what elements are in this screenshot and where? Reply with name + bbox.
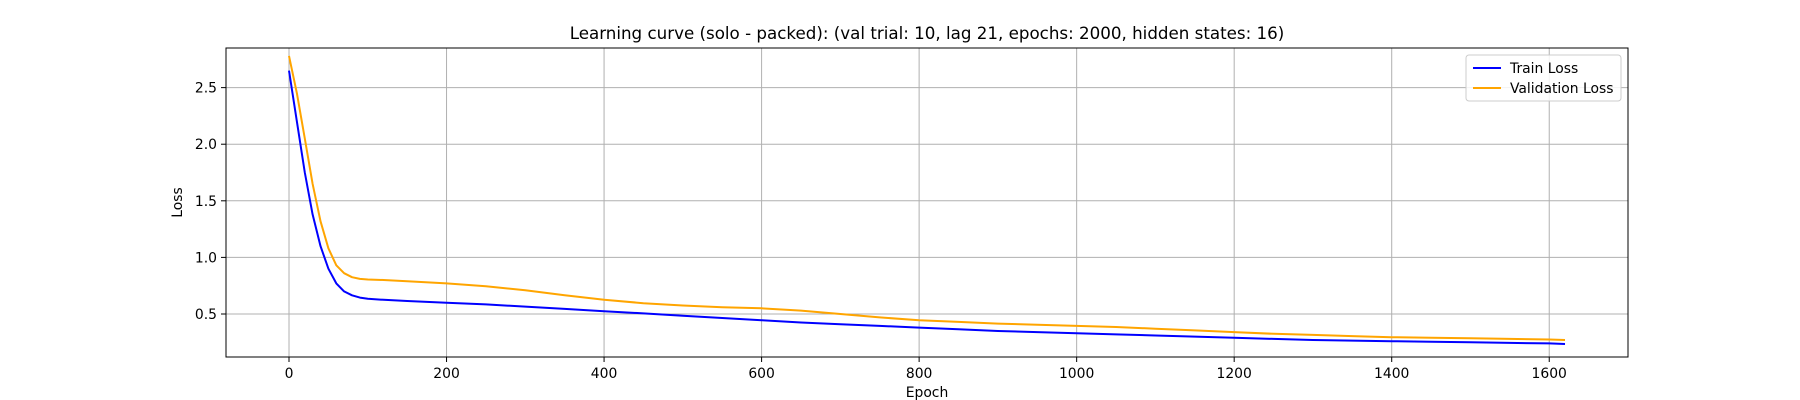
series-line-1 [288,55,1566,341]
y-tick-label: 0.5 [195,307,217,323]
legend: Train Loss Validation Loss [1465,54,1622,102]
series-lines [288,55,1566,345]
x-tick-label: 200 [433,366,460,382]
y-tick-label: 2.0 [195,137,217,153]
legend-label: Validation Loss [1510,81,1613,97]
chart-title: Learning curve (solo - packed): (val tri… [570,23,1285,43]
x-tick-label: 800 [906,366,933,382]
x-tick-label: 600 [748,366,775,382]
x-tick-label: 1600 [1532,366,1567,382]
x-tick-label: 1000 [1059,366,1094,382]
y-tick-label: 2.5 [195,81,217,97]
legend-label: Train Loss [1509,61,1578,77]
y-tick-label: 1.0 [195,250,217,266]
x-tick-label: 400 [591,366,618,382]
series-line-0 [288,70,1566,345]
x-tick-label: 1200 [1217,366,1252,382]
y-axis-label: Loss [170,187,186,217]
legend-box [1465,54,1622,102]
x-tick-label: 0 [285,366,294,382]
axis-ticks: 0 200 400 600 800 1000 1200 1400 1600 0.5 1.0 1.5 2.… [195,81,1567,382]
plot-frame [225,47,1629,358]
y-tick-label: 1.5 [195,194,217,210]
x-axis-label: Epoch [906,385,949,400]
grid [226,48,1628,357]
x-tick-label: 1400 [1374,366,1409,382]
